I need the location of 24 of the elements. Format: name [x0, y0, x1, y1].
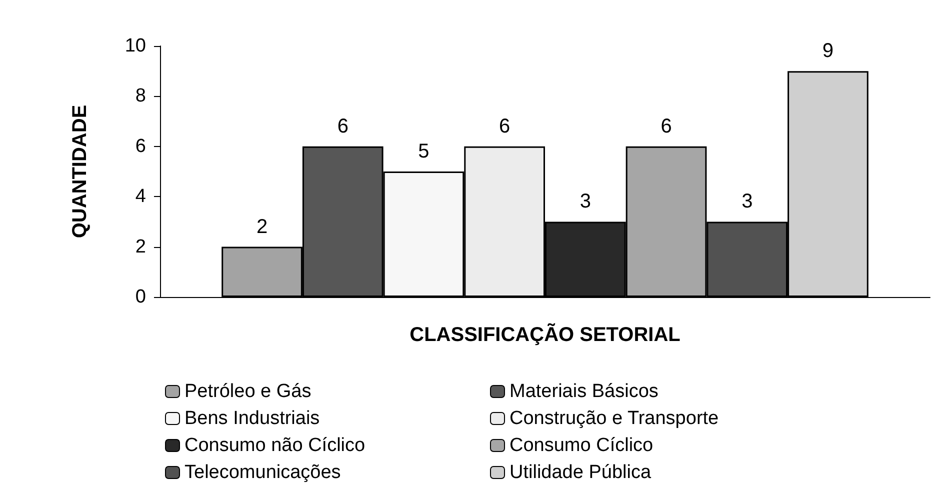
y-tick-label: 6	[135, 136, 146, 157]
data-label: 6	[660, 115, 672, 138]
legend-label: Construção e Transporte	[510, 408, 719, 429]
data-label: 5	[418, 140, 430, 162]
data-label: 6	[337, 115, 348, 138]
y-tick-label: 8	[135, 86, 146, 107]
data-label: 6	[499, 115, 510, 138]
x-axis-title: CLASSIFICAÇÃO SETORIAL	[410, 323, 680, 346]
y-tick-label: 4	[135, 186, 146, 208]
legend-label: Consumo não Cíclico	[184, 435, 366, 456]
legend-label: Utilidade Pública	[510, 462, 652, 483]
y-tick-label: 10	[124, 36, 146, 56]
y-tick-label: 0	[135, 286, 146, 308]
legend-label: Consumo Cíclico	[510, 435, 654, 456]
y-tick-label: 2	[135, 236, 146, 258]
data-label: 3	[580, 190, 591, 213]
data-label: 9	[822, 40, 834, 62]
legend-label: Telecomunicações	[184, 462, 341, 483]
y-axis-title: QUANTIDADE	[69, 104, 91, 238]
legend-label: Petróleo e Gás	[184, 381, 312, 402]
legend-label: Bens Industriais	[184, 408, 320, 429]
data-label: 2	[256, 216, 268, 238]
legend-label: Materiais Básicos	[510, 381, 658, 402]
data-label: 3	[742, 190, 753, 213]
